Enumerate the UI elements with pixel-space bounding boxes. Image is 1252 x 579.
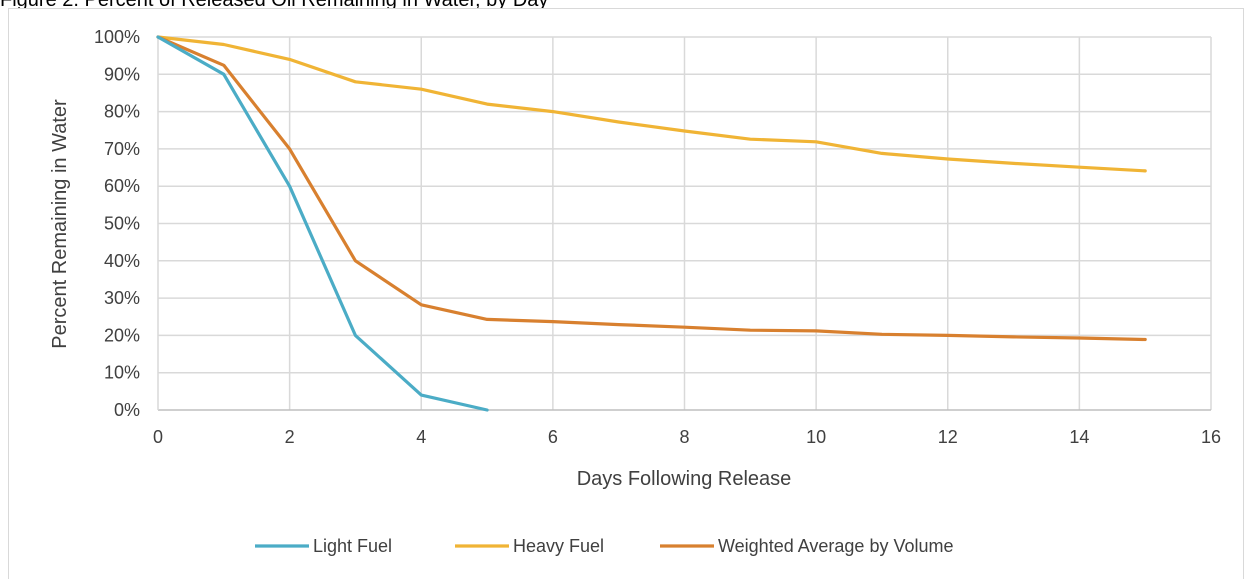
series-line-light-fuel <box>156 35 489 412</box>
x-tick-label: 4 <box>416 427 426 447</box>
legend: Light Fuel Heavy Fuel Weighted Average by … <box>255 536 954 556</box>
series-line-heavy-fuel <box>156 35 1147 173</box>
x-tick-label: 12 <box>938 427 958 447</box>
y-tick-label: 70% <box>104 139 140 159</box>
x-tick-label: 6 <box>548 427 558 447</box>
y-tick-label: 100% <box>94 27 140 47</box>
grid-lines <box>158 36 1212 410</box>
y-tick-label: 0% <box>114 400 140 420</box>
y-tick-label: 20% <box>104 325 140 345</box>
legend-label-weighted-average-by-volume: Weighted Average by Volume <box>718 536 954 556</box>
x-axis-title: Days Following Release <box>577 468 792 490</box>
y-tick-label: 40% <box>104 251 140 271</box>
legend-label-heavy-fuel: Heavy Fuel <box>513 536 604 556</box>
x-tick-label: 16 <box>1201 427 1221 447</box>
figure-title: Figure 2. Percent of Released Oil Remain… <box>0 0 549 11</box>
y-tick-label: 90% <box>104 64 140 84</box>
y-tick-label: 50% <box>104 214 140 234</box>
x-tick-label: 14 <box>1069 427 1089 447</box>
y-tick-label: 10% <box>104 363 140 383</box>
x-tick-label: 8 <box>679 427 689 447</box>
x-tick-label: 2 <box>285 427 295 447</box>
y-tick-label: 60% <box>104 176 140 196</box>
y-axis-title: Percent Remaining in Water <box>49 99 71 349</box>
x-tick-label: 0 <box>153 427 163 447</box>
axes <box>157 37 1211 411</box>
chart-frame <box>8 8 1244 579</box>
x-axis-ticks: 0 2 4 6 8 10 12 14 16 <box>153 427 1221 447</box>
series-lines <box>156 35 1147 412</box>
legend-label-light-fuel: Light Fuel <box>313 536 392 556</box>
series-line-weighted-average-by-volume <box>156 35 1147 342</box>
y-tick-label: 80% <box>104 102 140 122</box>
x-tick-label: 10 <box>806 427 826 447</box>
y-axis-ticks: 0% 10% 20% 30% 40% 50% 60% 70% 80% 90% 100% <box>94 27 140 420</box>
y-tick-label: 30% <box>104 288 140 308</box>
